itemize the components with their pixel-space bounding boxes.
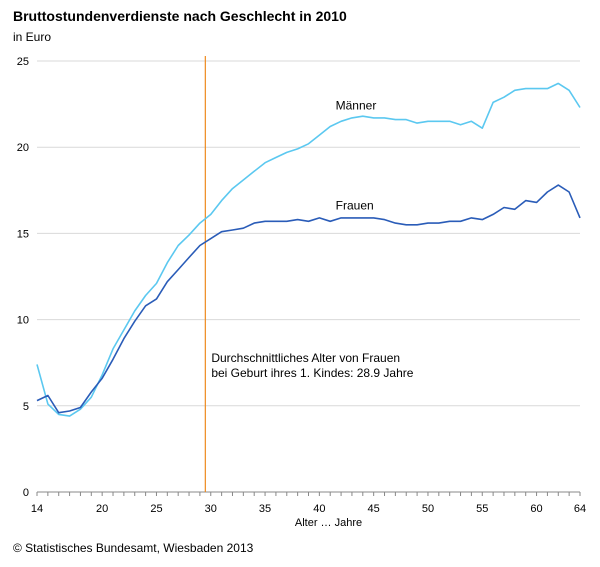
x-tick-label: 35: [259, 503, 271, 515]
x-tick-label: 50: [422, 503, 434, 515]
chart-title: Bruttostundenverdienste nach Geschlecht …: [13, 8, 347, 24]
reference-label-line2: bei Geburt ihres 1. Kindes: 28.9 Jahre: [211, 366, 413, 380]
x-tick-label: 30: [205, 503, 217, 515]
y-tick-label: 20: [17, 142, 29, 154]
axes: [36, 491, 581, 496]
x-tick-label: 60: [530, 503, 542, 515]
tick-labels: 0 5 10 15 20 25 14 20 25 30 35 40 45 50 55 60 64 Alter … …: [17, 56, 586, 529]
series-label: Frauen: [336, 198, 374, 212]
gridlines: [37, 60, 580, 407]
x-tick-label: 25: [150, 503, 162, 515]
y-tick-label: 0: [23, 487, 29, 499]
x-tick-label: 14: [31, 503, 43, 515]
x-tick-label: 45: [368, 503, 380, 515]
chart-subtitle: in Euro: [13, 30, 52, 44]
y-tick-label: 15: [17, 228, 29, 240]
y-tick-label: 5: [23, 401, 29, 413]
series-line-frauen: [36, 184, 581, 414]
source-note: © Statistisches Bundesamt, Wiesbaden 201…: [13, 541, 254, 555]
x-tick-label: 55: [476, 503, 488, 515]
series-line-männer: [36, 82, 581, 417]
reference-label-line1: Durchschnittliches Alter von Frauen: [211, 351, 400, 365]
x-axis-title: Alter … Jahre: [295, 517, 362, 529]
series-lines: [36, 82, 581, 417]
y-tick-label: 25: [17, 56, 29, 68]
series-label: Männer: [336, 98, 377, 112]
x-tick-label: 40: [313, 503, 325, 515]
series-labels: Männer Frauen: [336, 98, 377, 212]
x-tick-label: 64: [574, 503, 586, 515]
x-tick-label: 20: [96, 503, 108, 515]
y-tick-label: 10: [17, 315, 29, 327]
